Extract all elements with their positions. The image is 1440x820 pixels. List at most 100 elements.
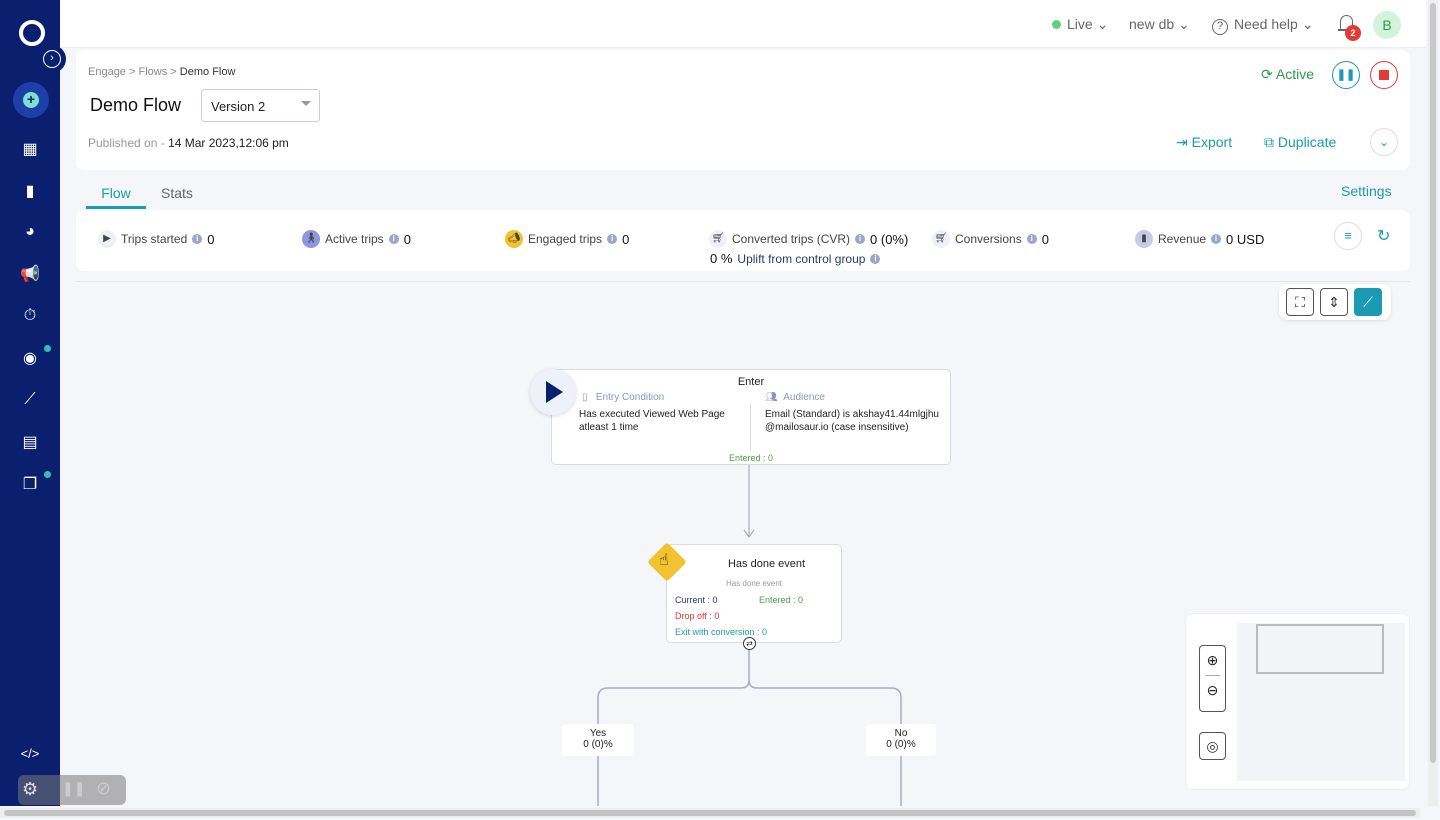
refresh-icon[interactable]: ↻ xyxy=(1377,228,1391,245)
door-icon: ▯ xyxy=(582,392,588,403)
zoom-out-icon[interactable]: ⊖ xyxy=(1206,682,1219,698)
expand-sidebar-button[interactable]: › xyxy=(38,45,66,73)
code-icon[interactable]: </> xyxy=(20,745,40,761)
scrollbar[interactable] xyxy=(1428,0,1438,806)
flows-icon[interactable]: ⟋ xyxy=(24,391,36,408)
minimap-panel: ⊕ ⊖ ◎ xyxy=(1185,613,1410,790)
zoom-controls: ⊕ ⊖ xyxy=(1199,645,1226,712)
swap-icon[interactable]: ⇄ xyxy=(743,637,756,650)
version-select[interactable]: Version 2 xyxy=(201,89,320,122)
node-title: Has done event xyxy=(727,558,806,570)
exit-conversion-count: Exit with conversion : 0 xyxy=(675,627,768,637)
zoom-in-icon[interactable]: ⊕ xyxy=(1206,652,1219,668)
play-icon: ▶ xyxy=(98,230,116,248)
breadcrumb: Engage > Flows > Demo Flow xyxy=(88,66,235,78)
settings-link[interactable]: Settings xyxy=(1341,183,1392,199)
environment-selector[interactable]: Live ⌄ xyxy=(1052,16,1108,33)
branch-value: 0 (0)% xyxy=(583,739,613,750)
page-title: Demo Flow xyxy=(90,95,182,115)
stat-value: 0 % xyxy=(710,251,733,266)
fullscreen-icon[interactable]: ⛶ xyxy=(1286,288,1314,316)
stop-button[interactable] xyxy=(1370,61,1398,89)
fit-vertical-icon[interactable]: ⇕ xyxy=(1320,288,1348,316)
published-info: Published on - 14 Mar 2023,12:06 pm xyxy=(88,136,289,150)
stat-label: Engaged trips xyxy=(528,232,603,246)
recenter-icon[interactable]: ◎ xyxy=(1199,732,1226,760)
entered-count: Entered : 0 xyxy=(759,595,804,605)
database-selector[interactable]: new db ⌄ xyxy=(1129,16,1190,32)
stat-value: 0 xyxy=(622,231,630,247)
has-done-event-node[interactable]: Has done event Has done event Current : … xyxy=(666,544,842,643)
database-label: new db xyxy=(1129,16,1175,32)
content-icon[interactable]: ❐ xyxy=(22,476,38,493)
version-value: Version 2 xyxy=(211,99,266,114)
walking-person-icon: 🚶︎ xyxy=(302,230,320,248)
dropdown-arrow-icon xyxy=(301,101,311,106)
info-icon[interactable]: i xyxy=(388,234,399,244)
enter-node[interactable]: Enter ▯ Entry Condition Has executed Vie… xyxy=(551,369,951,465)
environment-label: Live xyxy=(1067,16,1093,32)
audience-label: 👥︎ Audience xyxy=(765,392,825,403)
info-icon[interactable]: i xyxy=(607,234,618,244)
info-icon[interactable]: i xyxy=(192,234,203,244)
settings-gear-icon[interactable]: ⚙ xyxy=(22,779,39,799)
tab-flow[interactable]: Flow xyxy=(86,185,146,209)
pause-button[interactable]: ❚❚ xyxy=(1332,61,1360,89)
play-start-icon xyxy=(530,369,576,415)
stat-active-trips: 🚶︎ Active trips i 0 xyxy=(302,230,411,248)
create-button[interactable]: + xyxy=(13,82,49,118)
filter-button[interactable]: ≡ xyxy=(1334,222,1362,250)
help-label: Need help xyxy=(1234,16,1298,32)
bell-icon[interactable] xyxy=(1340,15,1353,29)
horizontal-scrollbar[interactable] xyxy=(0,808,1420,818)
segments-pie-icon[interactable]: ◕ xyxy=(25,223,35,240)
expand-header-button[interactable]: ⌄ xyxy=(1370,128,1398,156)
breadcrumb-flows[interactable]: Flows xyxy=(138,66,168,78)
branch-value: 0 (0)% xyxy=(886,739,916,750)
pause-icon[interactable]: ❚❚ xyxy=(62,780,86,796)
flow-header-card: Engage > Flows > Demo Flow Demo Flow Ver… xyxy=(76,50,1410,170)
status-label: Active xyxy=(1275,66,1314,82)
recorder-toolbar: ⚙ ❚❚ ⊘ xyxy=(18,775,126,805)
disable-icon[interactable]: ⊘ xyxy=(96,778,112,798)
notification-dot xyxy=(44,471,51,478)
analytics-icon[interactable]: ▮ xyxy=(25,183,35,200)
published-label: Published on - xyxy=(88,136,165,150)
minimap[interactable] xyxy=(1237,623,1405,781)
user-profile-icon[interactable]: ◉ xyxy=(23,350,37,367)
stat-value: 0 (0%) xyxy=(870,231,909,247)
stat-trips-started: ▶ Trips started i 0 xyxy=(98,230,214,248)
dashboard-icon[interactable]: ▦ xyxy=(22,141,38,158)
export-label: Export xyxy=(1191,134,1233,150)
tab-stats[interactable]: Stats xyxy=(161,185,193,201)
timer-icon[interactable]: ⏱ xyxy=(23,307,37,324)
help-menu[interactable]: ? Need help ⌄ xyxy=(1212,16,1313,35)
document-icon[interactable]: ▤ xyxy=(22,434,38,451)
minimap-viewport[interactable] xyxy=(1256,624,1384,674)
people-icon: 👥︎ xyxy=(765,392,778,403)
export-button[interactable]: ⇥ Export xyxy=(1176,134,1232,151)
duplicate-icon: ⧉ xyxy=(1264,134,1274,150)
branch-no[interactable]: No 0 (0)% xyxy=(866,724,936,756)
stat-label: Revenue xyxy=(1158,232,1207,246)
info-icon[interactable]: i xyxy=(870,253,881,264)
top-bar: Live ⌄ new db ⌄ ? Need help ⌄ 2 B xyxy=(60,0,1426,48)
duplicate-button[interactable]: ⧉ Duplicate xyxy=(1264,134,1336,151)
info-icon[interactable]: i xyxy=(1026,234,1037,244)
duplicate-label: Duplicate xyxy=(1277,134,1337,150)
info-icon[interactable]: i xyxy=(855,234,866,244)
active-sync-icon: ⟳ xyxy=(1261,66,1273,82)
breadcrumb-engage[interactable]: Engage xyxy=(88,66,126,78)
stat-label: Conversions xyxy=(955,232,1022,246)
user-logo-icon[interactable] xyxy=(19,20,45,46)
branch-yes[interactable]: Yes 0 (0)% xyxy=(562,724,634,756)
breadcrumb-separator: > xyxy=(129,66,136,78)
canvas-divider xyxy=(76,281,1410,282)
info-icon[interactable]: i xyxy=(1211,234,1222,244)
avatar[interactable]: B xyxy=(1373,11,1401,39)
campaigns-megaphone-icon[interactable]: 📢 xyxy=(20,266,40,283)
dropoff-count: Drop off : 0 xyxy=(675,611,720,621)
analytics-overlay-icon[interactable]: ⟋ xyxy=(1354,288,1382,316)
notification-badge: 2 xyxy=(1345,25,1361,41)
